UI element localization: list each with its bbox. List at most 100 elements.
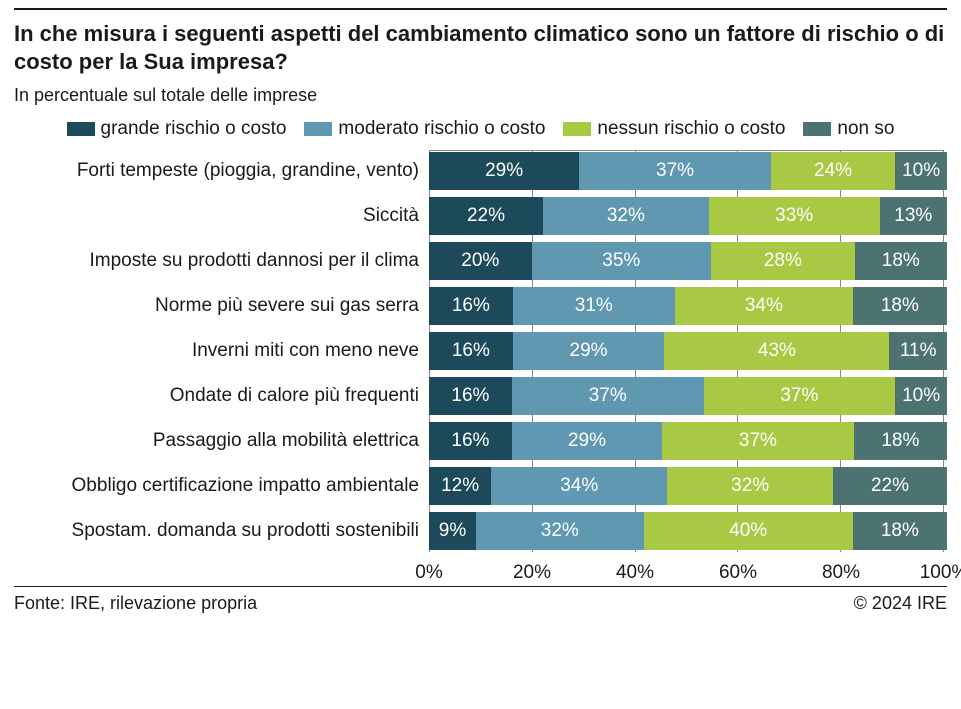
legend-label: moderato rischio o costo (338, 118, 545, 140)
bar-wrap: 29%37%24%10% (429, 150, 947, 192)
source-label: Fonte: IRE, rilevazione propria (14, 593, 257, 614)
bar-segment: 37% (662, 422, 854, 460)
chart-row: Ondate di calore più frequenti16%37%37%1… (14, 375, 947, 417)
stacked-bar: 29%37%24%10% (429, 152, 947, 190)
bar-wrap: 16%31%34%18% (429, 285, 947, 327)
x-tick-label: 100% (920, 562, 961, 584)
bar-segment: 34% (675, 287, 853, 325)
bar-segment: 18% (853, 512, 947, 550)
category-label: Inverni miti con meno neve (14, 340, 429, 362)
legend-item: grande rischio o costo (67, 118, 287, 140)
legend-swatch (563, 122, 591, 136)
category-label: Norme più severe sui gas serra (14, 295, 429, 317)
chart-row: Inverni miti con meno neve16%29%43%11% (14, 330, 947, 372)
chart-area: 0%20%40%60%80%100% Forti tempeste (piogg… (14, 150, 947, 586)
bar-segment: 16% (429, 287, 513, 325)
bar-wrap: 9%32%40%18% (429, 510, 947, 552)
category-label: Obbligo certificazione impatto ambiental… (14, 475, 429, 497)
bar-segment: 37% (579, 152, 771, 190)
x-axis: 0%20%40%60%80%100% (429, 558, 944, 586)
legend-item: nessun rischio o costo (563, 118, 785, 140)
legend-swatch (304, 122, 332, 136)
bar-segment: 24% (771, 152, 895, 190)
stacked-bar: 9%32%40%18% (429, 512, 947, 550)
category-label: Ondate di calore più frequenti (14, 385, 429, 407)
stacked-bar: 16%31%34%18% (429, 287, 947, 325)
x-tick-label: 60% (719, 562, 757, 584)
bar-segment: 35% (532, 242, 712, 280)
bar-segment: 43% (664, 332, 889, 370)
stacked-bar: 20%35%28%18% (429, 242, 947, 280)
bar-segment: 32% (543, 197, 709, 235)
chart-row: Obbligo certificazione impatto ambiental… (14, 465, 947, 507)
bar-segment: 22% (833, 467, 947, 505)
bar-wrap: 22%32%33%13% (429, 195, 947, 237)
chart-row: Forti tempeste (pioggia, grandine, vento… (14, 150, 947, 192)
bar-segment: 16% (429, 422, 512, 460)
category-label: Forti tempeste (pioggia, grandine, vento… (14, 160, 429, 182)
legend-item: non so (803, 118, 894, 140)
legend-label: nessun rischio o costo (597, 118, 785, 140)
bar-segment: 16% (429, 377, 512, 415)
legend: grande rischio o costo moderato rischio o… (14, 118, 947, 140)
legend-swatch (803, 122, 831, 136)
stacked-bar: 16%37%37%10% (429, 377, 947, 415)
bar-segment: 37% (512, 377, 704, 415)
bar-segment: 33% (709, 197, 880, 235)
bar-segment: 20% (429, 242, 532, 280)
legend-swatch (67, 122, 95, 136)
bar-segment: 28% (711, 242, 855, 280)
top-rule (14, 8, 947, 10)
bar-wrap: 16%29%37%18% (429, 420, 947, 462)
bar-wrap: 12%34%32%22% (429, 465, 947, 507)
bar-segment: 13% (880, 197, 947, 235)
category-label: Siccità (14, 205, 429, 227)
bar-segment: 29% (512, 422, 662, 460)
category-label: Imposte su prodotti dannosi per il clima (14, 250, 429, 272)
x-tick-label: 80% (822, 562, 860, 584)
legend-label: grande rischio o costo (101, 118, 287, 140)
copyright-label: © 2024 IRE (854, 593, 947, 614)
bar-wrap: 16%29%43%11% (429, 330, 947, 372)
bar-wrap: 16%37%37%10% (429, 375, 947, 417)
x-tick-label: 40% (616, 562, 654, 584)
chart-subtitle: In percentuale sul totale delle imprese (14, 85, 947, 106)
bar-segment: 34% (491, 467, 667, 505)
bar-segment: 16% (429, 332, 513, 370)
category-label: Spostam. domanda su prodotti sostenibili (14, 520, 429, 542)
category-label: Passaggio alla mobilità elettrica (14, 430, 429, 452)
bar-segment: 11% (889, 332, 947, 370)
bar-segment: 10% (895, 377, 947, 415)
bar-segment: 31% (513, 287, 675, 325)
bar-segment: 22% (429, 197, 543, 235)
bar-segment: 12% (429, 467, 491, 505)
bar-segment: 32% (476, 512, 643, 550)
bar-segment: 18% (855, 242, 947, 280)
legend-item: moderato rischio o costo (304, 118, 545, 140)
stacked-bar: 22%32%33%13% (429, 197, 947, 235)
chart-row: Imposte su prodotti dannosi per il clima… (14, 240, 947, 282)
stacked-bar: 16%29%43%11% (429, 332, 947, 370)
bar-segment: 32% (667, 467, 833, 505)
chart-row: Spostam. domanda su prodotti sostenibili… (14, 510, 947, 552)
chart-row: Siccità22%32%33%13% (14, 195, 947, 237)
bar-segment: 40% (644, 512, 853, 550)
x-tick-label: 0% (415, 562, 442, 584)
bar-segment: 18% (853, 287, 947, 325)
bar-segment: 29% (513, 332, 665, 370)
chart-container: In che misura i seguenti aspetti del cam… (0, 0, 961, 622)
footer: Fonte: IRE, rilevazione propria © 2024 I… (14, 586, 947, 614)
legend-label: non so (837, 118, 894, 140)
x-tick-label: 20% (513, 562, 551, 584)
chart-row: Passaggio alla mobilità elettrica16%29%3… (14, 420, 947, 462)
stacked-bar: 12%34%32%22% (429, 467, 947, 505)
bar-wrap: 20%35%28%18% (429, 240, 947, 282)
bar-segment: 37% (704, 377, 896, 415)
chart-title: In che misura i seguenti aspetti del cam… (14, 20, 947, 75)
chart-row: Norme più severe sui gas serra16%31%34%1… (14, 285, 947, 327)
bar-segment: 29% (429, 152, 579, 190)
bar-segment: 10% (895, 152, 947, 190)
stacked-bar: 16%29%37%18% (429, 422, 947, 460)
bar-segment: 18% (854, 422, 947, 460)
bar-segment: 9% (429, 512, 476, 550)
